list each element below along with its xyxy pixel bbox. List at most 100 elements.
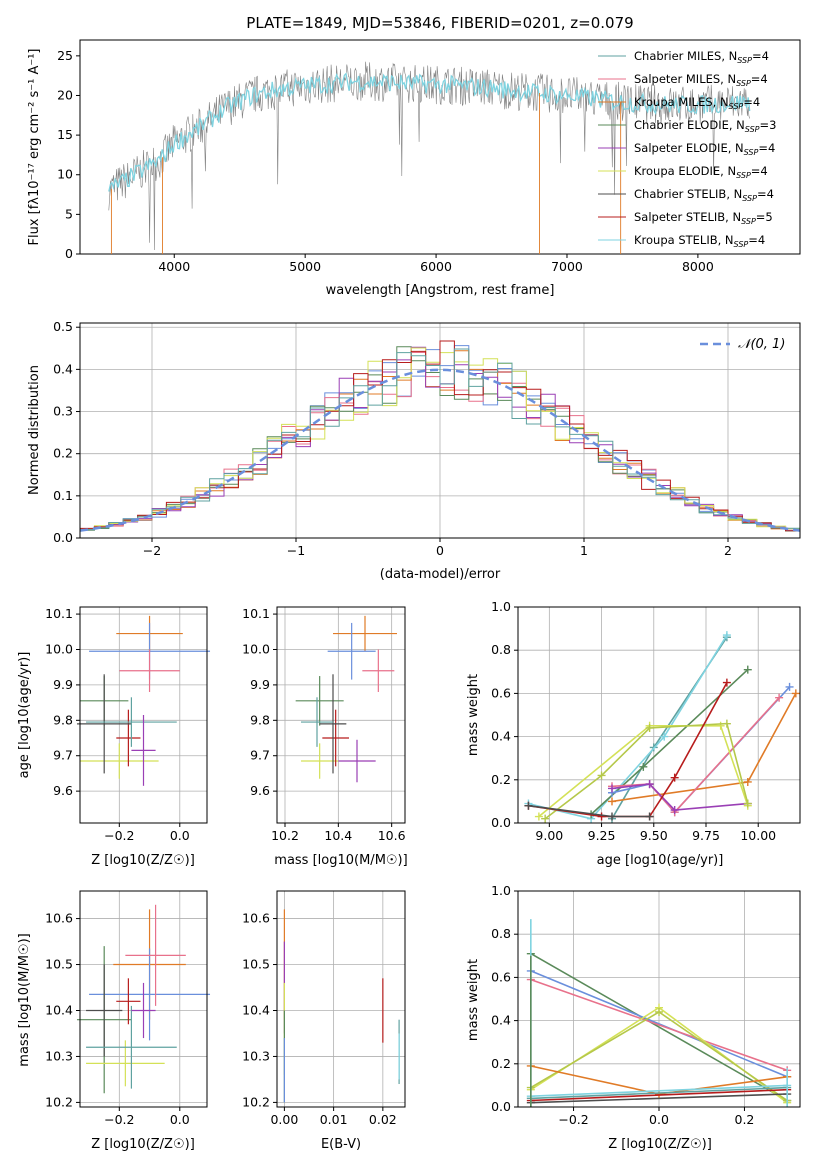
figure-title: PLATE=1849, MJD=53846, FIBERID=0201, z=0… <box>246 14 633 32</box>
weight-age-marker <box>534 812 543 821</box>
y-tick-label: 9.9 <box>250 677 270 692</box>
x-tick-label: 6000 <box>420 259 452 274</box>
weight-z-series-line <box>530 1084 788 1097</box>
mass-vs-metallicity-panel: −0.2 0.0 10.2 10.3 10.4 10.5 10.6 <box>45 890 211 1127</box>
weight-age-marker <box>743 799 752 808</box>
plot-frame <box>79 606 208 824</box>
y-tick-label: 15 <box>57 127 73 142</box>
mass-z-ylabel: mass [log10(M/M☉)] <box>17 933 32 1066</box>
age-vs-metallicity-panel: −0.2 0.0 9.6 9.7 9.8 9.9 10.0 10.1 <box>45 606 211 843</box>
gaussian-legend-label: 𝒩(0, 1) <box>738 337 785 352</box>
weight-age-series-line <box>611 686 791 814</box>
weight-age-marker <box>660 732 669 741</box>
weight-age-marker <box>722 678 731 687</box>
weight-age-marker <box>785 682 794 691</box>
legend-entry: Salpeter STELIB, NSSP=5 <box>634 210 773 226</box>
x-tick-label: −1 <box>287 543 305 558</box>
weight-age-marker <box>608 784 616 793</box>
y-tick-label: 0.8 <box>491 642 511 657</box>
y-tick-label: 0.0 <box>53 530 73 545</box>
spectrum-axes: 4000 5000 6000 7000 8000 0 5 10 15 20 25 <box>57 48 714 274</box>
legend-entry: Chabrier ELODIE, NSSP=3 <box>634 118 776 134</box>
mass-z-xlabel: Z [log10(Z/Z☉)] <box>91 1137 195 1152</box>
x-tick-label: 0.2 <box>735 1112 755 1127</box>
y-tick-label: 10.5 <box>242 957 270 972</box>
weight-vs-metallicity-panel: −0.2 0.0 0.2 0.0 0.2 0.4 0.6 0.8 1.0 <box>491 883 801 1127</box>
spectrum-frame <box>79 39 801 255</box>
y-tick-label: 9.9 <box>53 677 73 692</box>
weight-age-marker <box>645 723 654 732</box>
y-tick-label: 10.5 <box>45 957 73 972</box>
spectrum-panel: 4000 5000 6000 7000 8000 0 5 10 15 20 25 Chabrier … <box>27 39 801 298</box>
y-tick-label: 10.1 <box>45 606 73 621</box>
age-z-xlabel: Z [log10(Z/Z☉)] <box>91 853 195 868</box>
legend-entry: Kroupa STELIB, NSSP=4 <box>634 233 765 249</box>
y-tick-label: 1.0 <box>491 883 511 898</box>
y-tick-label: 0 <box>65 246 73 261</box>
legend-entry: Kroupa ELODIE, NSSP=4 <box>634 164 768 180</box>
x-tick-label: 0 <box>436 543 444 558</box>
x-tick-label: −0.2 <box>558 1112 588 1127</box>
residual-panel: −2 −1 0 1 2 0.0 0.1 0.2 0.3 0.4 0.5 𝒩(0, 1) (data-… <box>27 319 801 582</box>
x-tick-label: −0.2 <box>104 1112 134 1127</box>
weight-age-marker <box>597 812 606 821</box>
x-tick-label: 0.0 <box>170 1112 190 1127</box>
y-tick-label: 0.5 <box>53 319 73 334</box>
y-tick-label: 0.4 <box>491 729 511 744</box>
y-tick-label: 1.0 <box>491 599 511 614</box>
y-tick-label: 9.8 <box>250 712 270 727</box>
y-tick-label: 10.1 <box>242 606 270 621</box>
residual-histograms <box>80 340 800 532</box>
x-tick-label: 0.01 <box>320 1112 348 1127</box>
weight-age-marker <box>608 797 616 806</box>
y-tick-label: 0.4 <box>491 1013 511 1028</box>
weight-age-series-line <box>611 697 780 814</box>
x-tick-label: 10.00 <box>740 828 776 843</box>
x-tick-label: 10.4 <box>324 828 352 843</box>
x-tick-label: 9.75 <box>692 828 720 843</box>
y-tick-label: 10.0 <box>242 641 270 656</box>
weight-age-marker <box>639 762 648 771</box>
weight-z-ylabel: mass weight <box>466 959 481 1041</box>
legend-entry: Kroupa MILES, NSSP=4 <box>634 95 760 111</box>
weight-age-marker <box>716 721 725 730</box>
plot-frame <box>79 890 208 1108</box>
y-tick-label: 0.2 <box>491 772 511 787</box>
residual-ylabel: Normed distribution <box>27 365 42 495</box>
legend-entry: Salpeter ELODIE, NSSP=4 <box>634 141 775 157</box>
age-vs-mass-panel: 10.2 10.4 10.6 9.6 9.7 9.8 9.9 10.0 10.1 <box>242 606 405 843</box>
weight-age-marker <box>608 812 616 821</box>
legend-entry: Salpeter MILES, NSSP=4 <box>634 72 768 88</box>
weight-z-marker <box>655 1007 663 1016</box>
x-tick-label: 0.0 <box>170 828 190 843</box>
spectrum-ylabel: Flux [fλ10⁻¹⁷ erg cm⁻² s⁻¹ A⁻¹] <box>27 49 42 246</box>
weight-age-marker <box>645 780 654 789</box>
weight-age-marker <box>722 719 731 728</box>
weight-age-series-line <box>544 722 749 820</box>
weight-age-marker <box>743 665 752 674</box>
x-tick-label: 7000 <box>551 259 583 274</box>
y-tick-label: 9.7 <box>53 748 73 763</box>
weight-age-marker <box>541 814 550 823</box>
x-tick-label: 2 <box>724 543 732 558</box>
y-tick-label: 9.6 <box>250 783 270 798</box>
weight-z-series-line <box>530 970 788 1078</box>
y-tick-label: 0.6 <box>491 685 511 700</box>
y-tick-label: 0.8 <box>491 926 511 941</box>
y-tick-label: 0.3 <box>53 404 73 419</box>
weight-age-marker <box>722 631 731 640</box>
y-tick-label: 0.4 <box>53 361 73 376</box>
y-tick-label: 10.4 <box>242 1002 270 1017</box>
weight-age-marker <box>791 689 800 698</box>
y-tick-label: 9.6 <box>53 783 73 798</box>
plot-frame <box>276 606 406 824</box>
y-tick-label: 10.3 <box>242 1048 270 1063</box>
x-tick-label: 9.00 <box>535 828 563 843</box>
x-tick-label: 5000 <box>289 259 321 274</box>
residual-legend: 𝒩(0, 1) <box>700 337 785 352</box>
weight-z-series-line <box>530 1093 788 1104</box>
residual-histogram-step <box>80 340 800 532</box>
weight-age-marker <box>743 777 752 786</box>
weight-age-marker <box>670 773 679 782</box>
